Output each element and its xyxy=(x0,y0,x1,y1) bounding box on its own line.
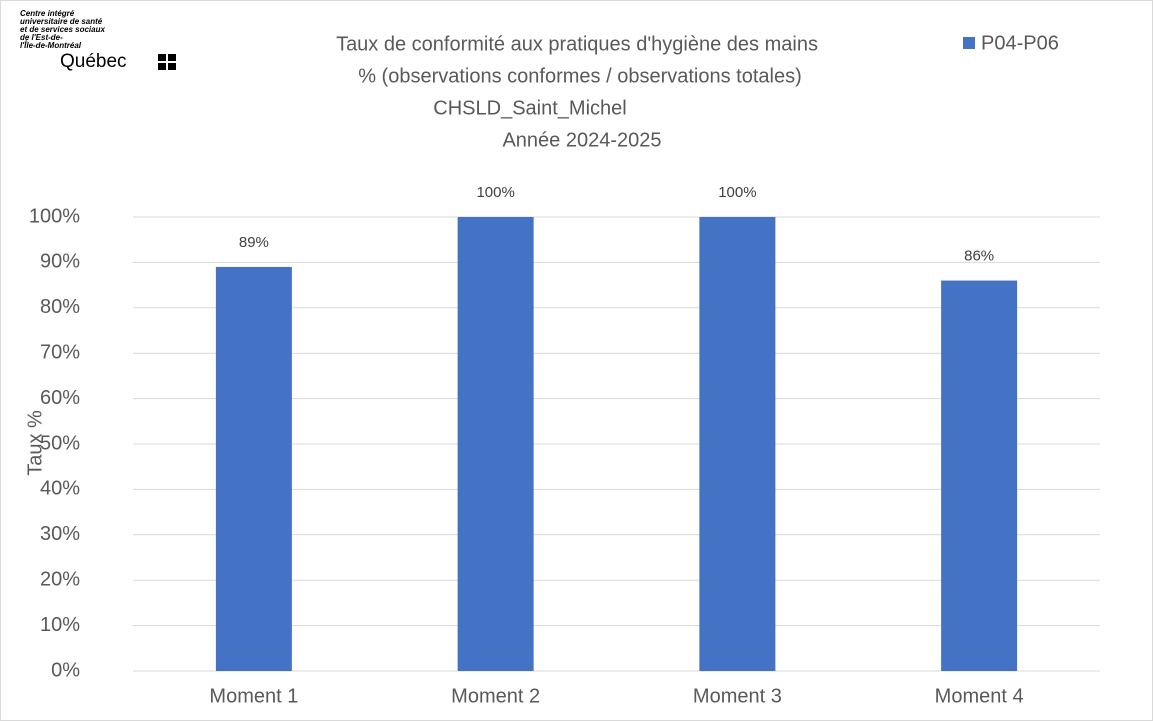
logo-flag xyxy=(158,54,176,70)
legend-label: P04-P06 xyxy=(981,32,1059,54)
y-tick-label: 30% xyxy=(40,523,80,545)
y-tick-label: 0% xyxy=(51,659,80,681)
logo: Centre intégré universitaire de santé et… xyxy=(20,9,176,72)
y-tick-label: 70% xyxy=(40,341,80,363)
y-tick-label: 20% xyxy=(40,568,80,590)
bar xyxy=(457,217,534,671)
logo-line: et de services sociaux xyxy=(20,25,105,34)
chart-title: CHSLD_Saint_Michel xyxy=(433,97,626,119)
logo-line: Centre intégré xyxy=(20,9,75,18)
bar xyxy=(699,217,776,671)
y-axis-title: Taux % xyxy=(24,410,46,476)
bar xyxy=(941,280,1018,671)
x-tick-label: Moment 2 xyxy=(451,685,540,707)
value-label: 89% xyxy=(239,234,269,251)
logo-line: l'Île-de-Montréal xyxy=(20,41,82,50)
chart-title: Année 2024-2025 xyxy=(502,129,661,151)
y-tick-label: 60% xyxy=(40,387,80,409)
logo-quebec: Québec xyxy=(60,51,127,72)
chart-title: Taux de conformité aux pratiques d'hygiè… xyxy=(336,33,818,55)
bar xyxy=(215,266,292,671)
y-tick-label: 100% xyxy=(29,205,80,227)
chart-title: % (observations conformes / observations… xyxy=(358,65,802,87)
logo-line: universitaire de santé xyxy=(20,17,103,26)
logo-line: de l'Est-de- xyxy=(20,33,63,42)
value-label: 100% xyxy=(718,184,756,201)
y-tick-label: 10% xyxy=(40,614,80,636)
y-tick-label: 80% xyxy=(40,296,80,318)
legend-swatch xyxy=(963,37,975,49)
value-label: 86% xyxy=(964,248,994,265)
y-tick-label: 40% xyxy=(40,478,80,500)
x-tick-label: Moment 1 xyxy=(209,685,298,707)
x-tick-label: Moment 3 xyxy=(693,685,782,707)
x-tick-label: Moment 4 xyxy=(935,685,1024,707)
y-tick-label: 50% xyxy=(40,432,80,454)
y-tick-label: 90% xyxy=(40,251,80,273)
value-label: 100% xyxy=(476,184,514,201)
